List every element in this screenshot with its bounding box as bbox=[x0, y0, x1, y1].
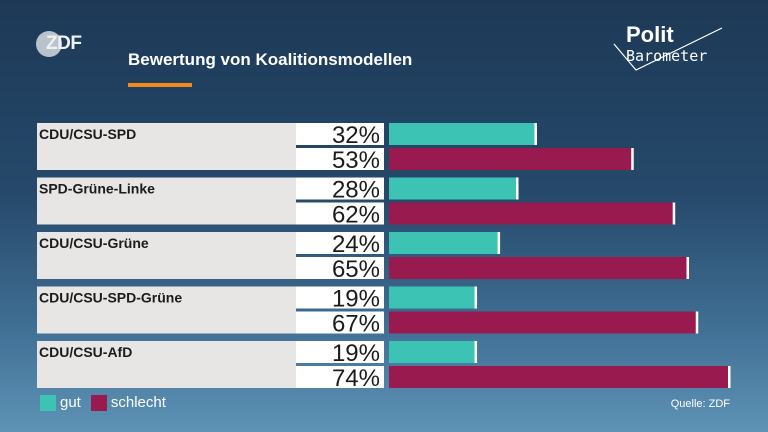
category-label: CDU/CSU-AfD bbox=[39, 344, 132, 360]
percent-box-gut bbox=[296, 123, 384, 145]
legend-label-schlecht: schlecht bbox=[110, 394, 166, 411]
bar-end-cap-gut bbox=[516, 177, 519, 200]
percent-box-gut bbox=[296, 341, 384, 363]
bar-end-cap-gut bbox=[474, 341, 478, 363]
title-underline bbox=[128, 83, 192, 87]
data-label-schlecht: 67% bbox=[332, 311, 380, 338]
bar-end-cap-schlecht bbox=[686, 257, 690, 279]
legend-swatch-gut bbox=[40, 394, 56, 411]
percent-box-gut bbox=[296, 232, 384, 254]
percent-box-schlecht bbox=[296, 366, 384, 388]
percent-box-schlecht bbox=[296, 311, 384, 334]
data-label-gut: 32% bbox=[332, 122, 380, 149]
source-note: Quelle: ZDF bbox=[670, 398, 730, 410]
category-label-box bbox=[37, 286, 296, 334]
bar-end-cap-schlecht bbox=[728, 366, 731, 388]
data-label-schlecht: 62% bbox=[332, 202, 380, 229]
data-label-gut: 19% bbox=[332, 286, 380, 313]
bar-gut bbox=[389, 286, 477, 309]
bar-end-cap-gut bbox=[474, 286, 478, 309]
zdf-logo: ZDF bbox=[36, 30, 90, 58]
data-label-gut: 28% bbox=[332, 177, 380, 204]
bar-gut bbox=[389, 123, 537, 145]
category-label: CDU/CSU-SPD-Grüne bbox=[39, 290, 182, 306]
zdf-logo-text: ZDF bbox=[46, 33, 82, 54]
category-label: SPD-Grüne-Linke bbox=[39, 181, 155, 197]
politbarometer-logo: Polit Barometer bbox=[610, 22, 730, 74]
legend-label-gut: gut bbox=[60, 394, 81, 411]
bar-gut bbox=[389, 177, 519, 200]
category-label-box bbox=[37, 341, 296, 388]
category-label: CDU/CSU-Grüne bbox=[39, 235, 149, 251]
percent-box-schlecht bbox=[296, 257, 384, 279]
politbarometer-check-icon bbox=[613, 27, 723, 71]
brand-line1: Polit bbox=[626, 22, 674, 47]
bar-schlecht bbox=[389, 148, 634, 170]
percent-box-schlecht bbox=[296, 202, 384, 225]
bar-end-cap-schlecht bbox=[672, 202, 676, 225]
bar-schlecht bbox=[389, 257, 689, 279]
category-label: CDU/CSU-SPD bbox=[39, 126, 136, 142]
bar-end-cap-gut bbox=[534, 123, 537, 145]
percent-box-schlecht bbox=[296, 148, 384, 170]
data-label-schlecht: 74% bbox=[332, 365, 380, 392]
category-label-box bbox=[37, 123, 296, 170]
bar-end-cap-schlecht bbox=[695, 311, 699, 334]
bar-schlecht bbox=[389, 366, 730, 388]
percent-box-gut bbox=[296, 177, 384, 200]
data-label-schlecht: 53% bbox=[332, 147, 380, 174]
chart-title: Bewertung von Koalitionsmodellen bbox=[128, 50, 413, 69]
legend-swatch-schlecht bbox=[90, 394, 107, 411]
legend: gut schlecht bbox=[40, 394, 176, 411]
zdf-logo-disc bbox=[36, 31, 62, 57]
brand-line2: Barometer bbox=[626, 47, 708, 65]
category-label-box bbox=[37, 177, 296, 225]
bar-gut bbox=[389, 341, 477, 363]
bar-schlecht bbox=[389, 202, 675, 225]
bar-end-cap-gut bbox=[497, 232, 501, 254]
category-label-box bbox=[37, 232, 296, 279]
bar-end-cap-schlecht bbox=[631, 148, 634, 170]
bar-gut bbox=[389, 232, 500, 254]
data-label-gut: 19% bbox=[332, 340, 380, 367]
bar-schlecht bbox=[389, 311, 698, 334]
data-label-gut: 24% bbox=[332, 231, 380, 258]
data-label-schlecht: 65% bbox=[332, 256, 380, 283]
percent-box-gut bbox=[296, 286, 384, 309]
